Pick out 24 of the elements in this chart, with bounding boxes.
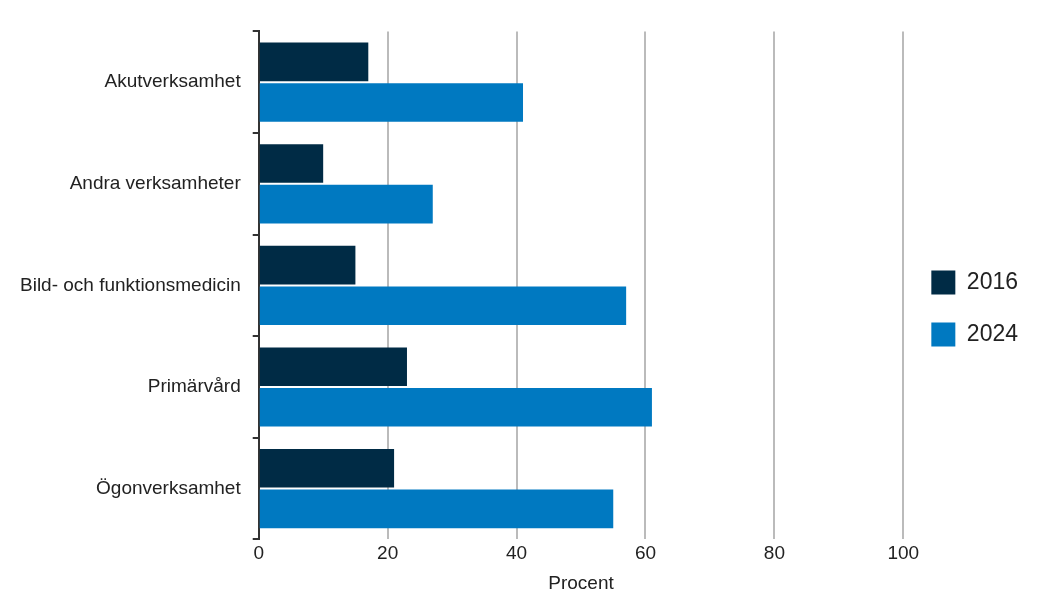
x-tick-label: 100	[887, 542, 920, 564]
bar	[259, 245, 356, 285]
y-tick-label: Primärvård	[147, 375, 241, 397]
y-tick-label: Bild- och funktionsmedicin	[20, 273, 241, 295]
bar	[259, 388, 652, 427]
x-tick-label: 40	[505, 542, 528, 564]
bar	[259, 144, 324, 183]
bar	[259, 347, 407, 386]
bar	[259, 42, 369, 82]
legend-label: 2016	[966, 267, 1019, 294]
bar	[259, 448, 395, 488]
x-axis-title: Procent	[548, 571, 615, 593]
bar	[259, 83, 524, 122]
x-tick-label: 0	[253, 542, 265, 564]
x-tick-label: 60	[634, 542, 657, 564]
legend-label: 2024	[966, 319, 1019, 346]
bar	[259, 489, 614, 529]
x-tick-label: 20	[377, 542, 399, 564]
bar	[259, 286, 627, 326]
y-tick-label: Akutverksamhet	[104, 70, 242, 92]
bar	[259, 184, 433, 224]
y-tick-label: Andra verksamheter	[69, 172, 242, 194]
x-tick-label: 80	[763, 542, 785, 564]
y-tick-label: Ögonverksamhet	[96, 476, 242, 498]
